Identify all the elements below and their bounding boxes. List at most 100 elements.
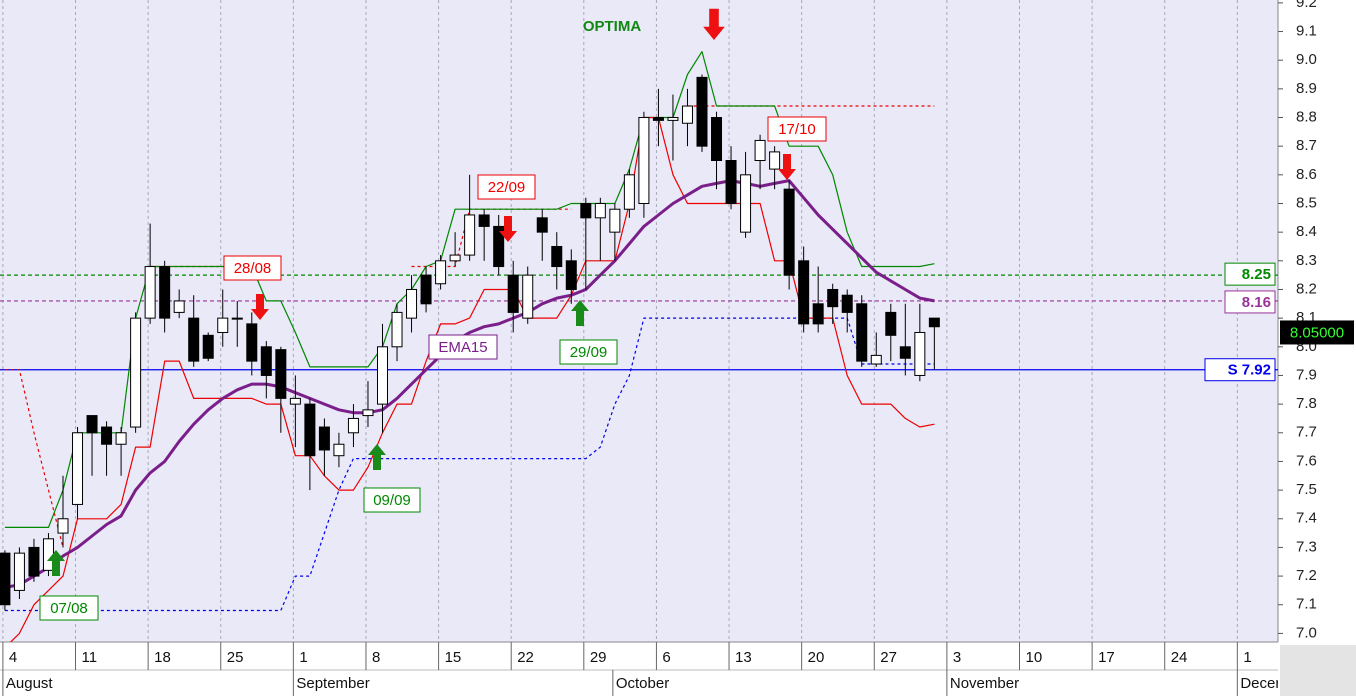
candle-body: [217, 317, 229, 333]
candle-body: [86, 415, 98, 434]
x-tick-label: 17: [1098, 649, 1115, 666]
x-tick-label: 27: [880, 649, 897, 666]
month-label: Decer: [1240, 675, 1280, 692]
annotation-label: 17/10: [778, 121, 816, 138]
annotation-box: [363, 487, 421, 513]
buy-arrow: [47, 550, 65, 576]
candle-body: [289, 397, 301, 405]
x-tick-label: 1: [1243, 649, 1251, 666]
annotation-box: [428, 334, 498, 360]
candle-body: [609, 208, 621, 233]
candle-body: [507, 274, 519, 313]
y-tick-label: 8.8: [1296, 108, 1317, 125]
candle-body: [478, 214, 490, 227]
annotation-box: [477, 174, 536, 200]
candle-body: [565, 260, 577, 290]
candle-body: [72, 432, 84, 505]
candle-body: [827, 288, 839, 308]
corner: [1280, 645, 1356, 696]
candle-body: [928, 317, 940, 328]
y-tick-label: 7.5: [1296, 481, 1317, 498]
last-price-box: [1280, 320, 1354, 345]
candle-body: [57, 518, 69, 534]
y-tick-label: 7.0: [1296, 624, 1317, 641]
x-tick-label: 24: [1171, 649, 1188, 666]
level-label-box: [1224, 290, 1276, 314]
candle-body: [391, 311, 403, 348]
x-tick-label: 29: [590, 649, 607, 666]
y-tick-label: 9.2: [1296, 0, 1317, 11]
candle-body: [173, 300, 185, 313]
annotation-box: [39, 595, 99, 621]
plot-background: [0, 0, 1278, 642]
y-tick-label: 8.3: [1296, 252, 1317, 269]
candle-body: [362, 409, 374, 417]
annotation-label: 22/09: [488, 179, 526, 196]
candle-body: [667, 117, 679, 121]
candle-body: [318, 426, 330, 451]
candle-body: [740, 174, 752, 233]
candle-body: [681, 105, 693, 124]
candle-body: [623, 174, 635, 210]
month-label: October: [616, 675, 669, 692]
buy-arrow: [571, 300, 589, 326]
y-tick-label: 8.9: [1296, 80, 1317, 97]
annotation-label: EMA15: [438, 339, 487, 356]
candle-body: [638, 117, 650, 204]
x-tick-label: 10: [1025, 649, 1042, 666]
annotation-box: [767, 116, 827, 142]
candle-body: [304, 403, 316, 457]
x-tick-label: 4: [9, 649, 17, 666]
candle-body: [376, 346, 388, 405]
candle-body: [536, 217, 548, 233]
candle-body: [115, 432, 127, 445]
y-tick-label: 8.4: [1296, 223, 1317, 240]
month-label: August: [6, 675, 54, 692]
candle-body: [260, 346, 272, 376]
candle-body: [231, 317, 243, 320]
last-price-label: 8.05000: [1290, 324, 1344, 341]
y-tick-label: 7.8: [1296, 395, 1317, 412]
candle-body: [435, 260, 447, 285]
candle-body: [769, 151, 781, 170]
candle-body: [275, 349, 287, 399]
candle-body: [522, 274, 534, 319]
y-tick-label: 7.4: [1296, 510, 1317, 527]
candle-body: [551, 245, 563, 268]
month-label: November: [950, 675, 1019, 692]
indicator-line: [9, 116, 935, 642]
annotation-box: [223, 255, 282, 281]
chart-title: OPTIMA: [583, 18, 641, 35]
candle-body: [754, 139, 766, 161]
candle-body: [28, 546, 40, 577]
buy-arrow: [368, 444, 386, 470]
x-tick-label: 20: [808, 649, 825, 666]
y-tick-label: 7.1: [1296, 596, 1317, 613]
candle-body: [870, 354, 882, 365]
y-tick-label: 7.6: [1296, 452, 1317, 469]
month-label: September: [296, 675, 369, 692]
candle-body: [420, 274, 432, 305]
plot: [0, 0, 1278, 642]
candle-body: [783, 188, 795, 276]
candle-body: [493, 225, 505, 268]
x-tick-label: 1: [299, 649, 307, 666]
indicator-line: [4, 179, 935, 589]
y-tick-label: 9.1: [1296, 22, 1317, 39]
y-tick-label: 7.9: [1296, 366, 1317, 383]
candle-body: [202, 334, 214, 359]
sell-arrow: [778, 154, 796, 180]
candle-body: [406, 288, 418, 319]
x-tick-label: 13: [735, 649, 752, 666]
y-tick-label: 8.6: [1296, 166, 1317, 183]
candle-body: [0, 552, 11, 606]
annotation-label: 07/08: [50, 600, 88, 617]
y-tick-label: 9.0: [1296, 51, 1317, 68]
y-tick-label: 7.3: [1296, 538, 1317, 555]
candle-body: [449, 254, 461, 262]
sell-arrow: [251, 294, 269, 320]
candle-body: [159, 266, 171, 319]
candle-body: [914, 331, 926, 376]
candle-body: [856, 303, 868, 362]
y-tick-label: 8.5: [1296, 194, 1317, 211]
